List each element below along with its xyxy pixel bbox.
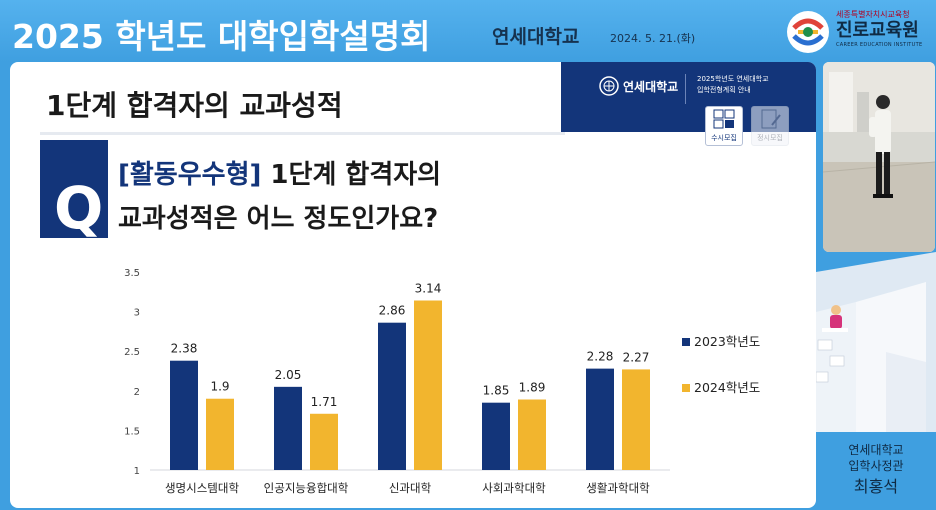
x-tick-label: 생명시스템대학 bbox=[165, 481, 239, 495]
data-label: 2.38 bbox=[171, 342, 198, 356]
bar-2023 bbox=[274, 386, 302, 470]
side-panel: 연세대학교 입학사정관 최홍석 bbox=[816, 62, 936, 510]
bar-2024 bbox=[206, 398, 234, 470]
university-emblem-icon bbox=[599, 76, 619, 96]
bar-2024 bbox=[310, 413, 338, 470]
event-title: 2025 학년도 대학입학설명회 bbox=[12, 17, 431, 56]
bar-2024 bbox=[414, 300, 442, 470]
org-logo-icon bbox=[787, 11, 829, 53]
data-label: 2.28 bbox=[587, 350, 614, 364]
speaker-video bbox=[823, 62, 935, 252]
susi-tab[interactable]: 수시모집 bbox=[705, 106, 743, 146]
jeongsi-tab[interactable]: 정시모집 bbox=[751, 106, 789, 146]
speaker-org: 연세대학교 bbox=[848, 443, 904, 457]
y-tick-label: 1 bbox=[134, 466, 140, 477]
brand-panel: 연세대학교 2025학년도 연세대학교 입학전형계획 안내 수시모집 정시모집 bbox=[561, 62, 816, 146]
pencil-icon bbox=[761, 109, 781, 129]
y-tick-label: 2 bbox=[134, 387, 140, 398]
data-label: 2.86 bbox=[379, 304, 406, 318]
question-tag: [활동우수형] bbox=[118, 160, 262, 190]
data-label: 1.85 bbox=[483, 384, 510, 398]
question-badge: Q bbox=[40, 140, 108, 238]
brand-subtitle-1: 2025학년도 연세대학교 bbox=[697, 75, 769, 83]
speaker-role: 입학사정관 bbox=[848, 459, 904, 473]
top-banner: 2025 학년도 대학입학설명회 연세대학교 2024. 5. 21.(화) 세… bbox=[0, 0, 936, 62]
question-line-2: 교과성적은 어느 정도인가요? bbox=[118, 204, 439, 234]
legend-label: 2024학년도 bbox=[694, 380, 760, 395]
event-date: 2024. 5. 21.(화) bbox=[610, 32, 696, 45]
data-label: 1.89 bbox=[519, 381, 546, 395]
bar-chart: 1 1.5 2 2.5 3 3.5 2.38 1.9 생명시스템대학 2.05 1.71 인공지능융합… bbox=[124, 268, 760, 495]
y-tick-label: 3 bbox=[134, 308, 140, 319]
susi-tab-label: 수시모집 bbox=[711, 134, 737, 142]
bar-2023 bbox=[586, 368, 614, 470]
data-label: 3.14 bbox=[415, 282, 442, 296]
speaker-caption: 연세대학교 입학사정관 최홍석 bbox=[816, 442, 936, 498]
org-name: 진로교육원 bbox=[836, 20, 919, 41]
y-tick-label: 3.5 bbox=[124, 268, 140, 279]
classroom-illustration bbox=[816, 252, 936, 432]
question-rest: 1단계 합격자의 bbox=[261, 160, 442, 190]
question-line-1: [활동우수형] 1단계 합격자의 bbox=[118, 154, 441, 191]
data-label: 1.9 bbox=[210, 380, 229, 394]
y-tick-label: 1.5 bbox=[124, 426, 140, 437]
org-block: 세종특별자치시교육청 진로교육원 CAREER EDUCATION INSTIT… bbox=[836, 9, 932, 48]
data-label: 2.27 bbox=[623, 350, 650, 364]
brand-divider bbox=[685, 74, 686, 104]
x-tick-label: 인공지능융합대학 bbox=[264, 481, 349, 495]
brand-subtitle-2: 입학전형계획 안내 bbox=[697, 86, 751, 94]
speaker-video-image bbox=[823, 62, 935, 252]
bar-2024 bbox=[518, 399, 546, 470]
x-tick-label: 사회과학대학 bbox=[482, 481, 546, 495]
jeongsi-tab-label: 정시모집 bbox=[757, 134, 783, 142]
data-label: 1.71 bbox=[311, 395, 338, 409]
question-letter: Q bbox=[54, 174, 104, 242]
document-icon bbox=[713, 109, 735, 129]
brand-name: 연세대학교 bbox=[623, 80, 679, 94]
title-divider bbox=[40, 132, 565, 135]
legend-swatch bbox=[682, 384, 690, 392]
bar-2023 bbox=[482, 402, 510, 470]
legend-label: 2023학년도 bbox=[694, 334, 760, 349]
slide-title: 1단계 합격자의 교과성적 bbox=[46, 89, 343, 122]
org-eng: CAREER EDUCATION INSTITUTE bbox=[836, 42, 923, 48]
org-parent: 세종특별자치시교육청 bbox=[836, 10, 910, 19]
x-tick-label: 신과대학 bbox=[389, 481, 432, 495]
legend-swatch bbox=[682, 338, 690, 346]
x-tick-label: 생활과학대학 bbox=[586, 481, 650, 495]
bar-2024 bbox=[622, 369, 650, 470]
speaker-name: 최홍석 bbox=[853, 477, 899, 496]
y-tick-label: 2.5 bbox=[124, 347, 140, 358]
bar-2023 bbox=[170, 360, 198, 470]
event-host: 연세대학교 bbox=[492, 26, 580, 48]
data-label: 2.05 bbox=[275, 368, 302, 382]
presentation-slide: 1단계 합격자의 교과성적 연세대학교 2025학년도 연세대학교 입학전형계획… bbox=[10, 62, 816, 508]
bar-2023 bbox=[378, 322, 406, 470]
